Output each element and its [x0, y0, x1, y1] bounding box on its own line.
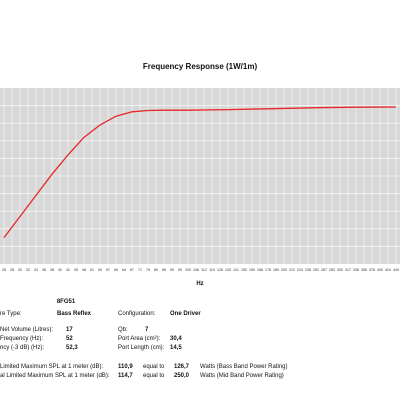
- x-tick-label: 100: [185, 268, 191, 272]
- response-curve: [3, 106, 397, 238]
- x-tick-label: 159: [249, 268, 255, 272]
- spec-value: 30,4: [170, 336, 182, 342]
- spec-label: Frequency (Hz):: [0, 336, 44, 342]
- x-tick-label: 336: [353, 268, 359, 272]
- spec-label: re Type:: [0, 311, 22, 317]
- x-tick-label: 51: [90, 268, 94, 272]
- x-tick-label: 28: [10, 268, 14, 272]
- x-tick-label: 64: [122, 268, 126, 272]
- spec-value: 17: [66, 327, 73, 333]
- spec-label: Net Volume (Litres):: [0, 327, 54, 333]
- spec-value: 52: [66, 336, 73, 342]
- x-tick-label: 317: [345, 268, 351, 272]
- spl-note: Watts (Bass Band Power Rating): [200, 364, 288, 370]
- spl-equal-text: equal to: [143, 364, 165, 370]
- x-tick-label: 54: [98, 268, 102, 272]
- spec-value: 52,3: [66, 345, 78, 351]
- model-name: 8FG51: [56, 299, 76, 305]
- x-tick-label: 71: [138, 268, 142, 272]
- spl-equal-text: equal to: [143, 373, 165, 379]
- x-tick-label: 252: [313, 268, 319, 272]
- x-tick-label: 34: [34, 268, 38, 272]
- spec-label: ncy (-3 dB) (Hz):: [0, 345, 45, 351]
- x-tick-label: 90: [170, 268, 174, 272]
- x-tick-label: 189: [273, 268, 279, 272]
- x-tick-label: 32: [26, 268, 30, 272]
- x-tick-label: 95: [178, 268, 182, 272]
- x-tick-label: 378: [369, 268, 375, 272]
- x-tick-label: 57: [106, 268, 110, 272]
- x-tick-label: 80: [154, 268, 158, 272]
- x-tick-label: 212: [289, 268, 295, 272]
- spec-value: One Driver: [170, 311, 201, 317]
- x-axis-ticks: 26 28 30 32 34 36 38 40 42 45 48 51 54 57 60 64 67 71 75 80…: [2, 268, 399, 272]
- x-tick-label: 224: [297, 268, 303, 272]
- x-axis-label: Hz: [196, 281, 203, 287]
- x-tick-label: 48: [82, 268, 86, 272]
- spl-note: Watts (Mid Band Power Rating): [200, 373, 284, 379]
- x-tick-label: 267: [321, 268, 327, 272]
- x-tick-label: 119: [209, 268, 215, 272]
- grid: [0, 88, 400, 264]
- x-tick-label: 238: [305, 268, 311, 272]
- x-tick-label: 133: [225, 268, 231, 272]
- spl-label: al Limited Maximum SPL at 1 meter (dB):: [0, 373, 110, 379]
- x-tick-label: 356: [361, 268, 367, 272]
- x-tick-label: 36: [42, 268, 46, 272]
- x-tick-label: 141: [233, 268, 239, 272]
- x-tick-label: 283: [329, 268, 335, 272]
- spl-watts: 126,7: [174, 364, 190, 370]
- spl-value: 110,9: [118, 364, 133, 370]
- x-tick-label: 85: [162, 268, 166, 272]
- x-tick-label: 30: [18, 268, 22, 272]
- spec-label: Qb:: [118, 327, 128, 333]
- x-tick-label: 150: [241, 268, 247, 272]
- spec-label: Port Area (cm²):: [118, 336, 161, 342]
- spec-value: Bass Reflex: [57, 311, 92, 317]
- spec-label: Configuration:: [118, 311, 156, 317]
- x-tick-label: 40: [58, 268, 62, 272]
- chart-title: Frequency Response (1W/1m): [143, 62, 258, 71]
- spec-value: 7: [145, 327, 149, 333]
- x-tick-label: 26: [2, 268, 6, 272]
- spec-label: Port Length (cm):: [118, 345, 165, 351]
- spl-label: Limited Maximum SPL at 1 meter (dB):: [0, 364, 104, 370]
- x-tick-label: 126: [217, 268, 223, 272]
- x-tick-label: 60: [114, 268, 118, 272]
- spl-watts: 250,0: [174, 373, 190, 379]
- spec-value: 14,5: [170, 345, 182, 351]
- x-tick-label: 200: [281, 268, 287, 272]
- x-tick-label: 178: [265, 268, 271, 272]
- x-tick-label: 106: [193, 268, 199, 272]
- x-tick-label: 75: [146, 268, 150, 272]
- x-tick-label: 45: [74, 268, 78, 272]
- frequency-response-chart: Frequency Response (1W/1m) 26 28 30 32 34 36 3…: [0, 62, 400, 287]
- x-tick-label: 67: [130, 268, 134, 272]
- x-tick-label: 42: [66, 268, 70, 272]
- x-tick-label: 112: [201, 268, 207, 272]
- spl-value: 114,7: [118, 373, 133, 379]
- x-tick-label: 449: [393, 268, 399, 272]
- x-tick-label: 300: [337, 268, 343, 272]
- x-tick-label: 400: [377, 268, 383, 272]
- x-tick-label: 38: [50, 268, 54, 272]
- x-tick-label: 168: [257, 268, 263, 272]
- x-tick-label: 424: [385, 268, 391, 272]
